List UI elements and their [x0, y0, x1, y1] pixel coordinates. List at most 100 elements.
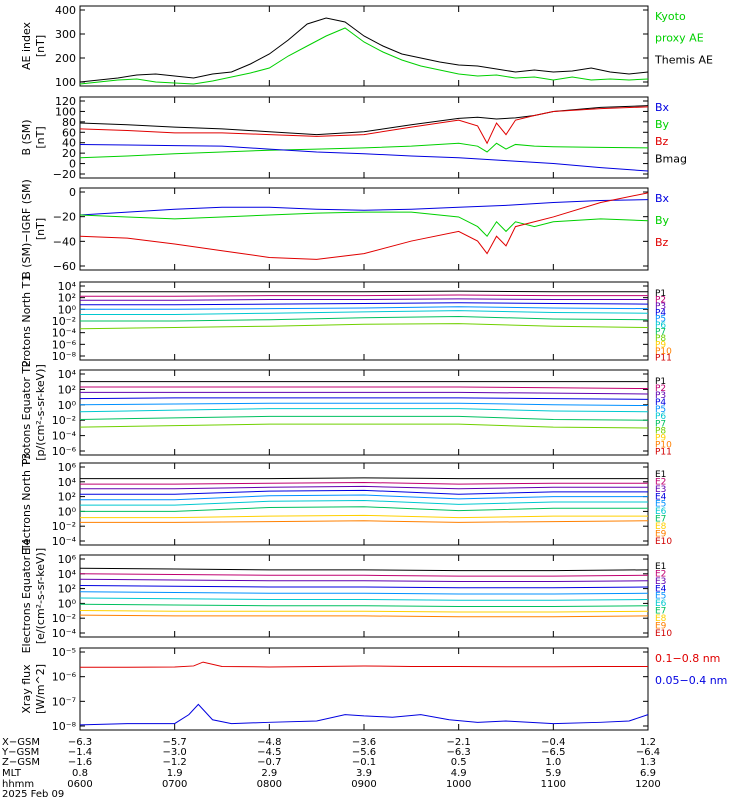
ee-series-e4: [79, 584, 649, 589]
axis-row-label: X−GSM: [2, 737, 40, 748]
axis-row-value: −6.4: [636, 747, 660, 758]
pe-series-p2: [80, 386, 649, 390]
date-label: 2025 Feb 09: [2, 789, 64, 800]
bsm-legend-bx: Bx: [655, 101, 670, 114]
en-legend-e5: E5: [655, 500, 666, 510]
axis-row-value: −0.7: [257, 757, 281, 768]
ae-series-themis-ae: [79, 17, 649, 83]
bsm-legend-bz: Bz: [655, 135, 669, 148]
bigrf-ytick-label: 0: [69, 186, 76, 199]
bsm-ylabel-units: [nT]: [34, 126, 47, 148]
ae-ytick-label: 200: [55, 52, 76, 65]
en-frame: [79, 462, 649, 546]
axis-row-value: −4.5: [257, 747, 281, 758]
pe-series-p4: [79, 397, 649, 400]
ae-legend-kyoto-proxy-ae: proxy AE: [655, 32, 704, 45]
ee-frame: [79, 554, 649, 638]
pe-series-p7: [79, 415, 649, 421]
pn-legend-p10: P10: [655, 347, 672, 357]
bigrf-ytick-label: −40: [53, 235, 76, 248]
pn-legend-p5: P5: [655, 315, 666, 325]
en-legend-e3: E3: [655, 485, 666, 495]
xray-ylabel-units: [W/m^2]: [34, 664, 47, 714]
pn-ytick-label: 10²: [58, 292, 76, 305]
ee-ylabel: Electrons Equator T4: [20, 539, 33, 654]
en-series-e5: [80, 494, 648, 501]
ee-ytick-label: 10²: [58, 583, 76, 596]
pn-legend-p6: P6: [655, 321, 666, 331]
xray-ytick-label: 10⁻⁸: [52, 720, 77, 733]
ee-legend-e4: E4: [655, 584, 667, 594]
bsm-ytick-label: 80: [62, 116, 76, 129]
axis-row-value: 1.9: [167, 768, 183, 779]
en-legend-e9: E9: [655, 529, 667, 539]
pe-legend-p5: P5: [655, 405, 666, 415]
pe-series-p3: [80, 391, 649, 395]
ee-legend-e10: E10: [655, 629, 672, 639]
en-legend-e8: E8: [655, 522, 667, 532]
pn-ytick-label: 10⁻⁶: [52, 338, 77, 351]
xray-ytick-label: 10⁻⁷: [52, 695, 76, 708]
bigrf-legend-bx: Bx: [655, 192, 670, 205]
pn-series-p7: [80, 315, 649, 322]
pn-series-p4: [80, 302, 649, 306]
bigrf-series-by: [79, 211, 649, 238]
en-series-e1: [80, 477, 648, 480]
en-legend-e1: E1: [655, 470, 666, 480]
bsm-series-bmag: [79, 105, 649, 136]
axis-row-value: −6.3: [447, 747, 471, 758]
ae-series-kyoto-proxy-ae: [79, 27, 649, 85]
pe-ytick-label: 10⁻⁶: [52, 445, 77, 458]
ee-ytick-label: 10⁰: [58, 597, 77, 610]
en-series-e8: [80, 514, 648, 519]
axis-row-value: 0.5: [451, 757, 467, 768]
en-legend-e7: E7: [655, 515, 666, 525]
pn-ytick-label: 10⁻²: [52, 315, 76, 328]
en-ytick-label: 10⁶: [58, 461, 77, 474]
ee-ytick-label: 10⁻²: [52, 612, 76, 625]
en-series-e3: [80, 485, 648, 490]
pe-legend-p3: P3: [655, 391, 666, 401]
axis-row-value: 0900: [351, 779, 376, 790]
axis-row-value: 3.9: [356, 768, 372, 779]
pn-series-p3: [80, 298, 648, 301]
axis-row-value: −3.6: [352, 737, 376, 748]
axis-row-value: −4.8: [257, 737, 281, 748]
ee-legend-e5: E5: [655, 592, 666, 602]
xray-frame: [79, 647, 649, 731]
axis-row-value: −1.6: [68, 757, 92, 768]
pe-legend-p9: P9: [655, 433, 666, 443]
bigrf-ylabel: B (SM)−IGRF (SM): [20, 179, 33, 279]
axis-row-value: 0600: [67, 779, 92, 790]
axis-row-value: 1.0: [545, 757, 561, 768]
pn-legend-p9: P9: [655, 340, 666, 350]
pe-frame: [79, 369, 649, 456]
bigrf-frame: [79, 187, 649, 271]
en-ytick-label: 10⁰: [58, 505, 77, 518]
xray-ytick-label: 10⁻⁶: [52, 671, 77, 684]
bsm-ytick-label: 60: [62, 126, 76, 139]
pe-series-p6: [79, 408, 649, 413]
axis-row-label: Z−GSM: [2, 757, 40, 768]
ae-frame: [79, 5, 649, 87]
pe-legend-p11: P11: [655, 447, 672, 457]
ae-legend-themis-ae: Themis AE: [654, 53, 713, 66]
axis-row-value: 0.8: [72, 768, 88, 779]
bsm-ytick-label: 20: [62, 147, 76, 160]
axis-row-value: 0700: [162, 779, 187, 790]
en-series-e9: [80, 520, 649, 523]
axis-row-value: −6.3: [68, 737, 92, 748]
ee-ytick-label: 10⁴: [58, 568, 77, 581]
axis-row-value: 1.3: [640, 757, 656, 768]
ae-ylabel-units: [nT]: [34, 35, 47, 57]
pe-series-p5: [79, 402, 649, 407]
pn-series-p5: [80, 306, 649, 310]
bsm-ylabel: B (SM): [20, 119, 33, 155]
pn-ytick-label: 10⁻⁸: [52, 350, 77, 363]
bsm-ytick-label: 120: [55, 95, 76, 108]
ee-series-e5: [79, 591, 649, 595]
pn-legend-p3: P3: [655, 302, 666, 312]
en-series-e7: [80, 506, 648, 512]
axis-row-value: 1100: [541, 779, 566, 790]
en-ytick-label: 10⁻⁴: [52, 535, 77, 548]
